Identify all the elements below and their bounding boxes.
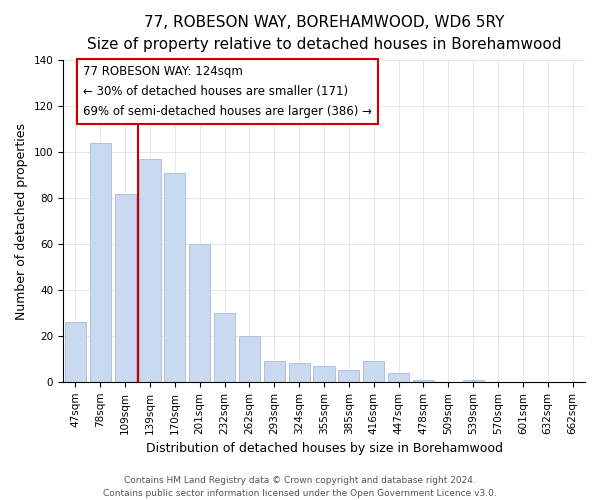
Bar — [214, 313, 235, 382]
Text: Contains HM Land Registry data © Crown copyright and database right 2024.
Contai: Contains HM Land Registry data © Crown c… — [103, 476, 497, 498]
Text: 77 ROBESON WAY: 124sqm
← 30% of detached houses are smaller (171)
69% of semi-de: 77 ROBESON WAY: 124sqm ← 30% of detached… — [83, 65, 372, 118]
Bar — [189, 244, 210, 382]
Bar — [413, 380, 434, 382]
Bar — [313, 366, 335, 382]
Bar — [264, 361, 285, 382]
Bar — [239, 336, 260, 382]
Title: 77, ROBESON WAY, BOREHAMWOOD, WD6 5RY
Size of property relative to detached hous: 77, ROBESON WAY, BOREHAMWOOD, WD6 5RY Si… — [87, 15, 561, 52]
Bar — [363, 361, 384, 382]
Bar — [139, 159, 161, 382]
Bar — [115, 194, 136, 382]
Y-axis label: Number of detached properties: Number of detached properties — [15, 122, 28, 320]
Bar — [388, 372, 409, 382]
Bar — [338, 370, 359, 382]
Bar — [65, 322, 86, 382]
Bar — [90, 143, 111, 382]
Bar — [463, 380, 484, 382]
Bar — [164, 173, 185, 382]
X-axis label: Distribution of detached houses by size in Borehamwood: Distribution of detached houses by size … — [146, 442, 503, 455]
Bar — [289, 364, 310, 382]
